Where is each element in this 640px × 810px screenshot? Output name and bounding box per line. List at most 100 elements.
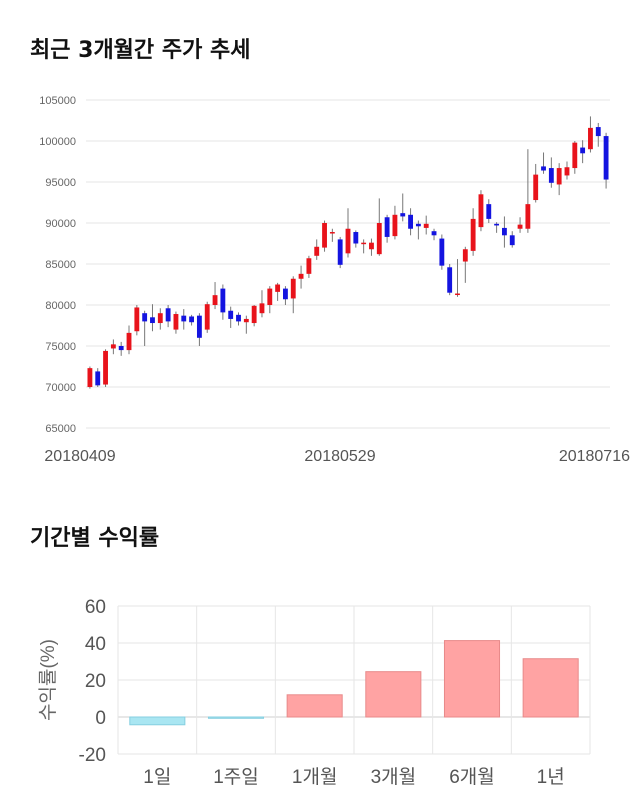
y-tick-label: 60	[85, 597, 106, 618]
y-axis-label: 수익률(%)	[37, 639, 59, 721]
candle-body	[290, 278, 296, 299]
return-bar	[207, 716, 265, 719]
candle-body	[283, 288, 288, 300]
y-tick-label: 80000	[45, 300, 76, 312]
candle-body	[110, 344, 116, 349]
candle-body	[541, 166, 546, 171]
candle-body	[564, 167, 570, 176]
candle-body	[142, 313, 148, 322]
candle-body	[556, 168, 562, 185]
candle-body	[580, 147, 586, 154]
candle-body	[345, 228, 351, 254]
candle-body	[361, 242, 367, 245]
candle-body	[447, 267, 453, 293]
candle-body	[486, 204, 492, 219]
price-chart-title: 최근 3개월간 주가 추세	[30, 38, 251, 63]
candle-body	[595, 127, 601, 137]
candle-body	[228, 310, 234, 319]
candle-body	[189, 316, 195, 323]
candle-body	[275, 284, 281, 292]
x-category-label: 1개월	[292, 766, 338, 788]
candle-body	[243, 318, 249, 323]
x-tick-label: 20180409	[44, 448, 115, 465]
return-bar	[286, 694, 343, 718]
candle-body	[509, 235, 515, 246]
candle-body	[423, 223, 429, 228]
y-tick-label: 75000	[45, 341, 76, 353]
x-tick-label: 20180529	[304, 448, 375, 465]
candle-body	[259, 303, 265, 314]
candle-body	[95, 371, 101, 386]
candle-body	[353, 232, 359, 244]
candle-body	[494, 223, 500, 226]
y-tick-label: 90000	[45, 218, 76, 230]
candle-body	[267, 288, 273, 305]
y-tick-label: 65000	[45, 423, 76, 435]
candle-body	[400, 213, 406, 217]
y-tick-label: 40	[85, 634, 106, 655]
y-tick-label: 95000	[45, 177, 76, 189]
candle-body	[369, 242, 374, 250]
candle-body	[251, 305, 257, 324]
candle-body	[533, 174, 539, 201]
x-category-label: 1주일	[213, 766, 259, 788]
candle-body	[212, 295, 218, 305]
price-candlestick-chart: 65000 70000 75000 80000 85000 90000 95000 10000…	[39, 95, 630, 465]
candle-body	[548, 168, 554, 183]
candle-body	[478, 194, 484, 228]
candle-body	[204, 304, 210, 330]
candle-body	[392, 214, 398, 237]
y-tick-label: 70000	[45, 382, 76, 394]
candle-body	[322, 223, 327, 248]
y-tick-label: 85000	[45, 259, 76, 271]
y-tick-label: -20	[79, 745, 106, 766]
y-tick-label: 20	[85, 671, 106, 692]
candle-body	[462, 249, 468, 262]
y-tick-label: 100000	[39, 136, 76, 148]
return-bar	[522, 658, 579, 718]
candle-body	[150, 317, 155, 324]
x-category-label: 3개월	[371, 766, 417, 788]
candle-body	[572, 142, 578, 169]
candle-body	[157, 313, 163, 324]
x-category-label: 1년	[537, 766, 565, 788]
x-category-label: 1일	[143, 766, 171, 788]
candle-body	[376, 223, 382, 255]
candle-body	[337, 239, 343, 265]
candle-body	[314, 246, 320, 256]
candle-body	[408, 214, 413, 229]
returns-bar-chart: -20 0 20 40 60 1일 1주일 1개월 3개월 6개월 1년 수익률(%)	[37, 597, 591, 788]
returns-chart-title: 기간별 수익률	[30, 526, 160, 551]
candle-body	[165, 308, 171, 322]
candle-body	[384, 217, 390, 237]
candle-body	[87, 368, 93, 387]
candle-body	[501, 227, 507, 236]
y-tick-label: 0	[95, 708, 106, 729]
candle-body	[173, 314, 179, 330]
candle-body	[588, 127, 593, 150]
candle-body	[439, 238, 445, 266]
return-bar	[129, 716, 186, 726]
candle-body	[525, 204, 531, 229]
candle-body	[470, 218, 476, 251]
x-category-label: 6개월	[449, 766, 495, 788]
candle-body	[220, 288, 226, 313]
candle-body	[196, 315, 202, 338]
candle-body	[517, 224, 523, 229]
candle-body	[603, 136, 609, 180]
return-bar	[365, 671, 422, 718]
candle-body	[118, 346, 124, 351]
candle-body	[181, 315, 187, 322]
candle-body	[236, 314, 241, 322]
candle-body	[298, 273, 304, 279]
x-tick-label: 20180716	[559, 448, 630, 465]
candle-body	[329, 232, 335, 234]
candle-body	[126, 332, 132, 351]
candle-body	[455, 293, 460, 296]
candle-body	[415, 223, 421, 227]
return-bar	[443, 640, 501, 718]
candle-body	[103, 350, 108, 385]
candle-body	[134, 307, 140, 332]
candle-body	[306, 258, 312, 274]
